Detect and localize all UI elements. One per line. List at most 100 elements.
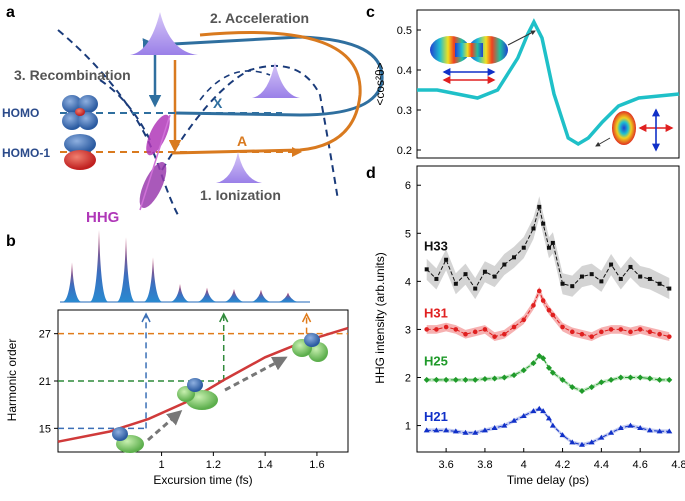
panel-c-plot-frame (416, 9, 680, 159)
data-point-h31 (599, 329, 604, 335)
data-point-h33 (628, 264, 633, 269)
data-point-h25 (646, 375, 653, 382)
data-point-h21 (423, 427, 430, 433)
data-point-h31 (463, 331, 468, 337)
b-ytick-label: 15 (39, 423, 51, 435)
data-point-h25 (569, 384, 576, 391)
data-point-h33 (473, 286, 478, 291)
data-point-h21 (433, 427, 440, 433)
data-point-h33 (618, 276, 623, 281)
wavepacket-top-icon (130, 12, 198, 55)
data-point-h33 (541, 221, 546, 226)
data-point-h31 (492, 334, 497, 339)
data-point-h21 (666, 428, 673, 434)
b-ytick-label: 27 (39, 329, 51, 341)
molecule-illustration-3 (292, 333, 328, 362)
channel-x-label: X (213, 95, 223, 111)
d-xtick-label: 3.6 (438, 459, 453, 471)
data-point-h21 (549, 422, 556, 428)
c-ytick-label: 0.3 (397, 105, 412, 117)
data-point-h21 (617, 424, 624, 430)
potential-curve-right (161, 64, 339, 201)
data-point-h25 (462, 376, 469, 383)
b-xtick-label: 1 (159, 459, 165, 471)
spectrum-peak (117, 237, 135, 302)
b-xtick-label: 1.6 (309, 459, 324, 471)
panel-a-label: a (6, 4, 15, 21)
data-point-h31 (618, 327, 624, 332)
molecule-illustration-2 (177, 378, 218, 410)
d-xtick-label: 4 (521, 459, 527, 471)
homo1-label: HOMO-1 (2, 146, 50, 160)
data-point-h25 (617, 374, 624, 381)
data-point-h33 (444, 257, 449, 262)
data-point-h31 (569, 329, 575, 335)
data-point-h21 (637, 424, 644, 430)
d-ytick-label: 6 (405, 180, 411, 192)
series-labels: H33 H31 H25 H21 (424, 238, 448, 424)
data-point-h33 (599, 279, 604, 284)
data-point-h25 (472, 376, 479, 383)
data-point-h25 (656, 376, 663, 383)
data-point-h31 (536, 288, 542, 294)
data-point-h31 (453, 327, 459, 332)
data-point-h21 (578, 441, 585, 447)
data-point-h25 (491, 375, 498, 382)
data-point-h33 (537, 204, 542, 209)
wavepacket-middle-icon (252, 62, 300, 98)
harmonic-markers (58, 312, 348, 430)
pointer-dip (595, 137, 611, 147)
step-acceleration-label: 2. Acceleration (210, 10, 309, 26)
data-point-h25 (549, 369, 556, 376)
hhg-burst-icon (139, 114, 171, 211)
d-xtick-label: 3.8 (477, 459, 492, 471)
data-point-h21 (481, 427, 488, 433)
data-point-h25 (588, 384, 595, 391)
data-point-h31 (550, 312, 556, 318)
potential-curve-inner (99, 79, 151, 141)
panel-b-label: b (6, 233, 16, 250)
data-point-h33 (560, 281, 565, 286)
data-point-h21 (545, 415, 552, 421)
data-point-h33 (424, 267, 429, 272)
data-point-h31 (560, 324, 565, 330)
data-point-h33 (667, 286, 672, 291)
data-point-h21 (559, 432, 566, 438)
harmonic-marker-arrowhead (219, 312, 229, 323)
data-point-h33 (531, 226, 536, 231)
panel-c-ylabel: <cos²θ> (373, 62, 387, 105)
c-ytick-label: 0.2 (397, 145, 412, 157)
wavepacket-bottom-icon (216, 152, 262, 183)
harmonic-marker-arrowhead (141, 312, 151, 323)
panel-a: a HHG (2, 4, 384, 226)
d-xtick-label: 4.4 (594, 459, 609, 471)
data-point-h33 (550, 240, 555, 245)
data-point-h25 (520, 367, 527, 374)
panel-b-y-ticks: 15 21 27 (39, 329, 58, 435)
data-point-h33 (609, 262, 614, 267)
spectrum-peak (171, 284, 189, 302)
series-line-h21 (426, 408, 670, 446)
data-point-h21 (452, 428, 459, 434)
d-ytick-label: 3 (405, 324, 411, 336)
data-point-h33 (521, 245, 526, 250)
data-point-h25 (627, 374, 634, 381)
homo-label: HOMO (2, 106, 39, 120)
data-point-h31 (657, 331, 662, 337)
data-point-h21 (598, 434, 605, 440)
data-point-h25 (540, 355, 547, 362)
data-point-h25 (433, 376, 440, 383)
data-point-h33 (657, 281, 662, 286)
data-point-h31 (546, 307, 552, 313)
motion-arrow-2 (224, 356, 288, 392)
data-point-h31 (424, 327, 430, 332)
data-point-h25 (530, 360, 537, 367)
data-point-h33 (647, 276, 652, 281)
spectrum-peak (63, 262, 81, 302)
data-point-h33 (502, 262, 507, 267)
pointer-peak (507, 30, 536, 46)
panel-b-ylabel: Harmonic order (5, 339, 19, 422)
data-point-h31 (502, 331, 507, 337)
orange-trajectory-loop (171, 31, 362, 155)
panel-b: b 15 21 27 1 1.2 1.4 1.6 Harmonic order Excur… (5, 230, 349, 487)
